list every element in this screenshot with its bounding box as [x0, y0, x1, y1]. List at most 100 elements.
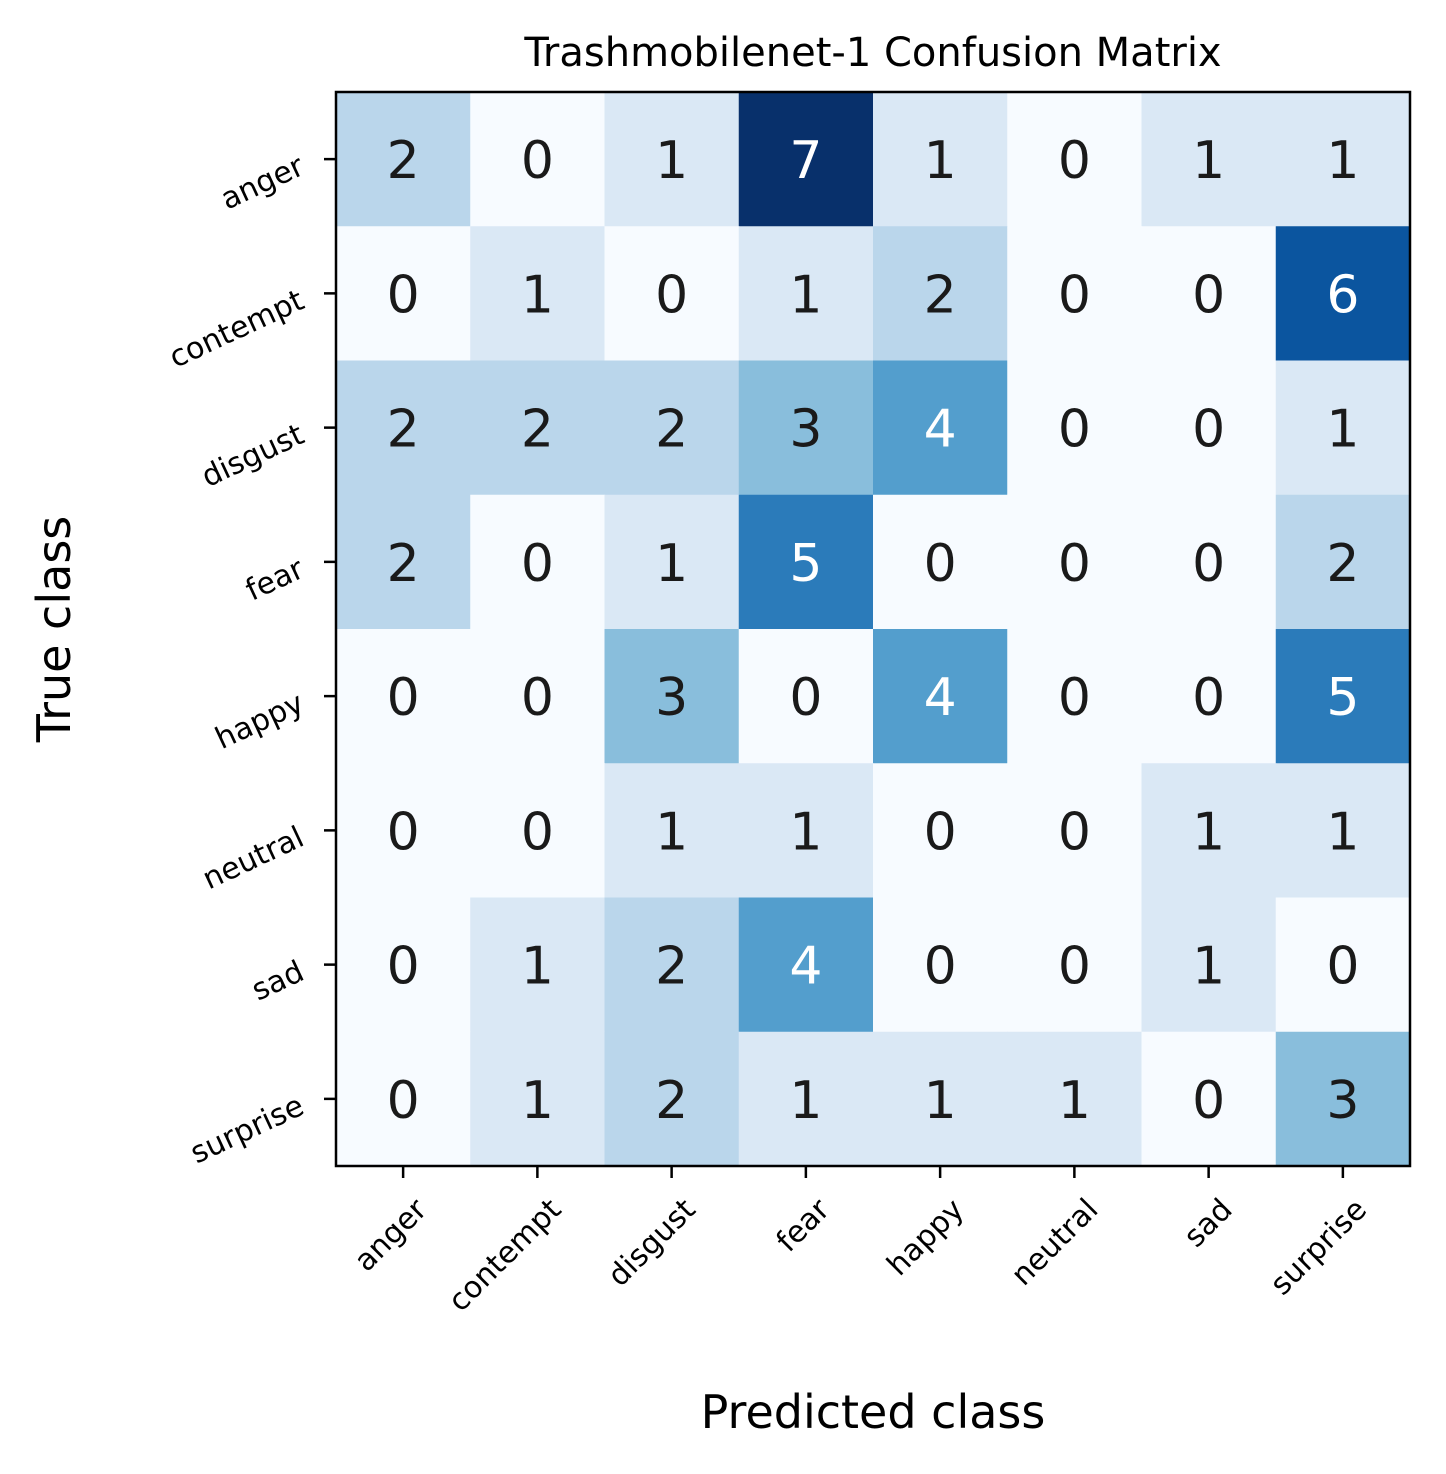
y-axis-label: True class [27, 516, 81, 744]
cell-value-label: 0 [1192, 1071, 1225, 1131]
cell-value-label: 1 [521, 937, 554, 997]
cell-value-label: 1 [1326, 400, 1359, 460]
y-tick-label: anger [216, 148, 310, 217]
heatmap-cell [470, 763, 606, 899]
cell-value-label: 5 [789, 534, 822, 594]
plot-frame [334, 90, 1412, 1168]
heatmap-cell [738, 1031, 874, 1167]
y-tick-label: contempt [164, 283, 310, 376]
heatmap-cell [604, 360, 740, 496]
heatmap-cell [1141, 763, 1277, 899]
heatmap-cell [738, 763, 874, 899]
heatmap-cell [1275, 629, 1411, 764]
heatmap-cell [604, 897, 740, 1033]
cell-value-label: 0 [1192, 534, 1225, 594]
heatmap-cell [1275, 92, 1411, 227]
heatmap-cell [1275, 494, 1411, 630]
cell-value-label: 1 [1326, 131, 1359, 191]
heatmap-cell [1275, 897, 1411, 1033]
cell-value-label: 1 [789, 802, 822, 862]
cell-value-label: 1 [924, 1071, 957, 1131]
heatmap-cell [738, 494, 874, 630]
heatmap-cell [336, 763, 471, 899]
heatmap-cell [470, 494, 606, 630]
cell-value-label: 1 [1326, 802, 1359, 862]
heatmap-cell [738, 226, 874, 362]
x-tick-label: anger [348, 1192, 435, 1279]
heatmap-cell [1007, 92, 1143, 227]
cell-value-label: 6 [1326, 265, 1359, 325]
cell-value-label: 0 [924, 937, 957, 997]
cell-value-label: 0 [789, 668, 822, 728]
x-tick-label: disgust [601, 1192, 703, 1294]
cell-value-label: 2 [387, 400, 420, 460]
chart-title: Trashmobilenet-1 Confusion Matrix [523, 30, 1221, 76]
heatmap-cell [1007, 763, 1143, 899]
heatmap-cell [1007, 1031, 1143, 1167]
cell-value-label: 1 [924, 131, 957, 191]
heatmap-cell [1141, 226, 1277, 362]
cell-value-label: 1 [789, 1071, 822, 1131]
heatmap-cell [470, 629, 606, 764]
x-tick-label: fear [770, 1192, 837, 1259]
heatmap-cell [336, 360, 471, 496]
heatmap-cell [873, 1031, 1008, 1167]
heatmap-cell [1007, 494, 1143, 630]
cell-value-label: 5 [1326, 668, 1359, 728]
y-tick-label: happy [210, 686, 309, 757]
heatmap-cells [336, 92, 1411, 1167]
heatmap-cell [604, 1031, 740, 1167]
cell-value-label: 2 [655, 1071, 688, 1131]
heatmap-cell [604, 226, 740, 362]
x-tick-label: neutral [1005, 1192, 1106, 1293]
heatmap-cell [738, 92, 874, 227]
heatmap-cell [873, 897, 1008, 1033]
y-tick-label: fear [240, 551, 310, 608]
y-tick-label: surprise [185, 1088, 309, 1171]
y-tick-label: sad [246, 954, 309, 1008]
cell-value-label: 2 [924, 265, 957, 325]
heatmap-cell-labels: 2 0 1 7 1 0 1 1 0 1 0 1 2 0 0 6 2 2 2 3 4 0 0 1 2 0 1 5 0 0 0 2 0 0 3 0 4 0 0 5… [387, 131, 1360, 1131]
cell-value-label: 0 [1192, 400, 1225, 460]
heatmap-cell [470, 1031, 606, 1167]
heatmap-cell [1141, 897, 1277, 1033]
x-tick-label: happy [880, 1192, 971, 1283]
y-tick-label: neutral [197, 820, 309, 897]
heatmap-cell [604, 92, 740, 227]
y-tick-label: disgust [196, 417, 309, 495]
heatmap-cell [873, 629, 1008, 764]
cell-value-label: 7 [789, 131, 822, 191]
heatmap-cell [873, 226, 1008, 362]
cell-value-label: 4 [924, 400, 957, 460]
heatmap-cell [1141, 629, 1277, 764]
cell-value-label: 0 [924, 534, 957, 594]
cell-value-label: 0 [1192, 668, 1225, 728]
heatmap-cell [873, 763, 1008, 899]
heatmap-cell [470, 92, 606, 227]
cell-value-label: 1 [655, 534, 688, 594]
cell-value-label: 0 [387, 265, 420, 325]
cell-value-label: 0 [1058, 937, 1091, 997]
heatmap-cell [1141, 92, 1277, 227]
cell-value-label: 0 [1058, 400, 1091, 460]
heatmap-cell [604, 763, 740, 899]
heatmap-cell [1141, 1031, 1277, 1167]
heatmap-cell [1275, 360, 1411, 496]
heatmap-cell [738, 629, 874, 764]
heatmap-cell [604, 494, 740, 630]
x-axis-label: Predicted class [701, 1385, 1046, 1439]
heatmap-cell [470, 360, 606, 496]
x-tick-label: surprise [1264, 1192, 1374, 1302]
cell-value-label: 3 [1326, 1071, 1359, 1131]
cell-value-label: 3 [655, 668, 688, 728]
heatmap-cell [738, 897, 874, 1033]
cell-value-label: 2 [655, 937, 688, 997]
cell-value-label: 2 [1326, 534, 1359, 594]
cell-value-label: 1 [655, 131, 688, 191]
cell-value-label: 0 [521, 802, 554, 862]
cell-value-label: 0 [1058, 534, 1091, 594]
heatmap-cell [1275, 1031, 1411, 1167]
cell-value-label: 0 [387, 668, 420, 728]
heatmap-cell [1141, 494, 1277, 630]
